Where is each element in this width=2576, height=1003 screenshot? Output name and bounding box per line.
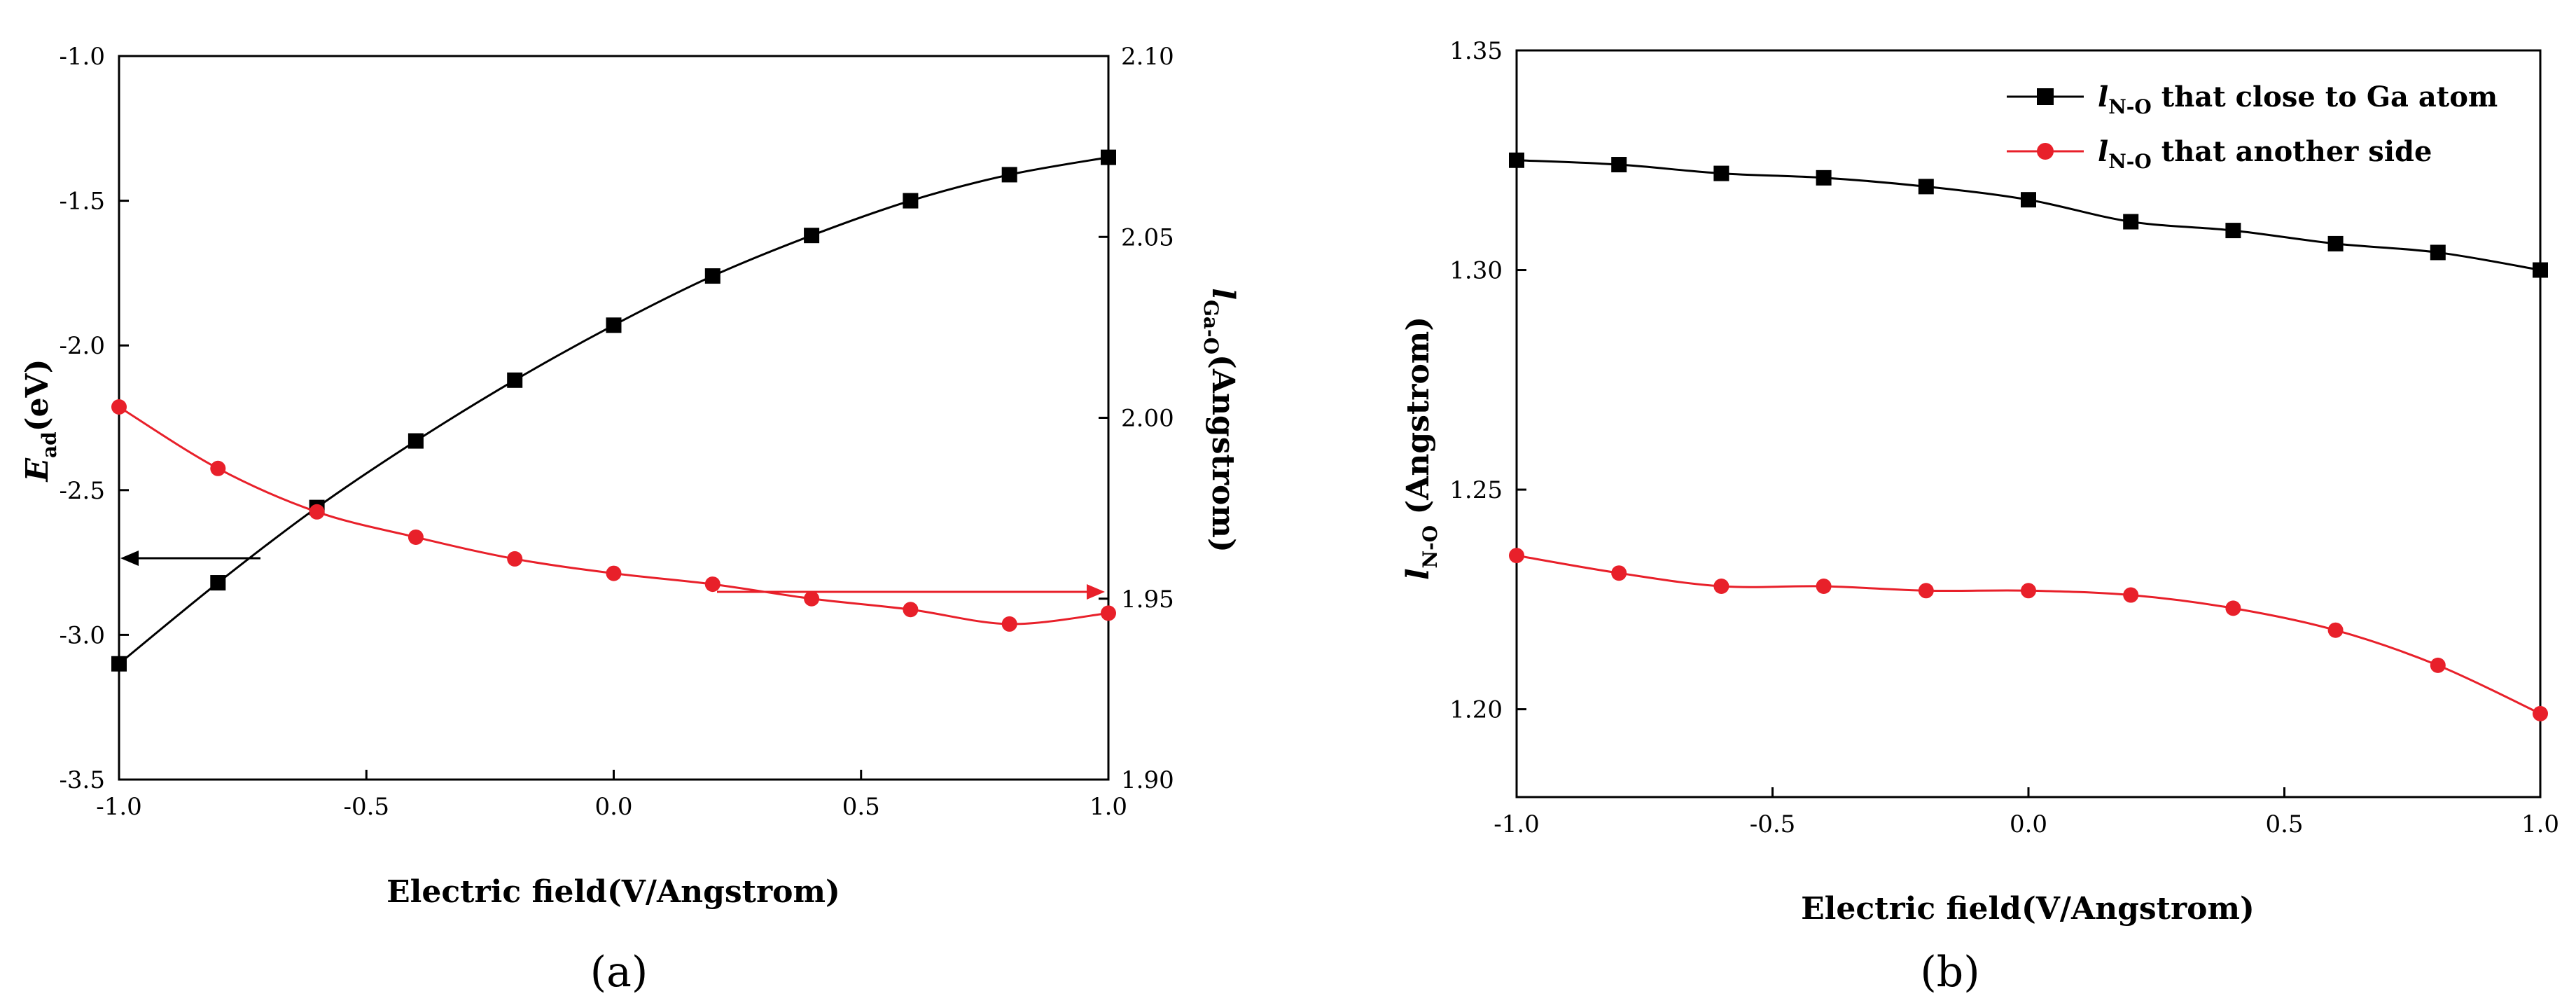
chart-b-series-0-line — [1516, 159, 2541, 272]
chart-a-series-0-point — [507, 372, 523, 388]
chart-a-series-1-point — [111, 399, 127, 415]
panel-label-b: (b) — [1920, 948, 1979, 997]
chart-a-x-tick-label: 1.0 — [1089, 793, 1127, 821]
chart-b-series-0-point — [1611, 157, 1627, 173]
chart-a-y2-tick-label: 2.00 — [1121, 405, 1174, 433]
svg-text:lN-O that close to Ga atom: lN-O that close to Ga atom — [2098, 81, 2498, 118]
legend-item-close-to-ga: lN-O that close to Ga atom — [2007, 81, 2498, 118]
chart-a-series-1-point — [1101, 605, 1116, 621]
chart-b-series-0-point — [2533, 262, 2548, 278]
chart-b-y-tick-label: 1.35 — [1449, 37, 1503, 65]
right-axis-arrow — [717, 584, 1105, 600]
chart-b-series-1-point — [2225, 600, 2241, 616]
chart-a-y-tick-label: -1.0 — [59, 43, 105, 71]
legend-item-another-side: lN-O that another side — [2007, 135, 2432, 173]
chart-a-y-tick-label: -1.5 — [59, 188, 105, 216]
chart-b-series-1-point — [2327, 622, 2344, 638]
chart-a-y-tick-label: -3.0 — [59, 621, 105, 649]
chart-b-x-axis-title: Electric field(V/Angstrom) — [1801, 891, 2255, 927]
chart-a-y-tick-label: -3.5 — [59, 766, 105, 794]
chart-b-x-tick-label: 0.0 — [2010, 810, 2047, 838]
chart-a: -1.0 -0.5 0.0 0.5 1.0 -1.0 -1.5 -2.0 -2.5 -3.0 -3… — [20, 43, 1241, 997]
chart-b-x-tick-label: -1.0 — [1494, 810, 1540, 838]
left-axis-arrow — [120, 551, 260, 566]
chart-b-x-tick-label: 1.0 — [2521, 810, 2559, 838]
chart-a-series-0-point — [903, 193, 919, 209]
svg-text:lN-O that another side: lN-O that another side — [2098, 135, 2432, 173]
chart-b-series-0-point — [1918, 179, 1934, 195]
chart-b-series-1-point — [2123, 587, 2139, 603]
chart-a-y-axis-title: Ead(eV) — [20, 359, 61, 483]
chart-a-series-0-point — [210, 575, 226, 591]
chart-b-y-tick-label: 1.30 — [1449, 257, 1503, 285]
chart-b-series-0-point — [1509, 152, 1524, 168]
chart-b-series-0-point — [2430, 244, 2446, 261]
chart-b-y-tick-label: 1.20 — [1449, 696, 1503, 724]
chart-a-series-1-point — [408, 529, 424, 545]
chart-b: -1.0 -0.5 0.0 0.5 1.0 1.35 1.30 1.25 1.20 lN-O … — [1400, 37, 2559, 997]
chart-b-series-0-point — [1713, 165, 1729, 181]
chart-a-series-1-line — [118, 406, 1109, 625]
chart-a-y-tick-label: -2.5 — [59, 477, 105, 505]
chart-a-frame — [118, 55, 1110, 781]
chart-b-x-tick-label: -0.5 — [1750, 810, 1796, 838]
panel-label-a: (a) — [590, 948, 648, 997]
chart-a-x-tick-label: -0.5 — [343, 793, 389, 821]
chart-a-series-0-point — [1101, 149, 1116, 165]
chart-a-series-1-point — [903, 602, 919, 618]
chart-a-series-1-point — [606, 565, 622, 581]
chart-a-x-tick-label: -1.0 — [96, 793, 142, 821]
chart-a-y2-axis-title: lGa-O(Angstrom) — [1199, 288, 1241, 553]
chart-a-series-0-point — [704, 268, 720, 284]
chart-a-x-axis-title: Electric field(V/Angstrom) — [387, 874, 840, 910]
chart-b-x-tick-label: 0.5 — [2265, 810, 2303, 838]
chart-b-series-1-point — [2430, 657, 2446, 673]
chart-a-y-tick-label: -2.0 — [59, 332, 105, 360]
chart-a-series-1-point — [309, 504, 325, 520]
chart-a-series-0-point — [1001, 167, 1017, 183]
chart-a-series-0-point — [804, 228, 820, 244]
chart-a-x-tick-label: 0.0 — [594, 793, 632, 821]
chart-a-series-1-point — [704, 576, 720, 593]
chart-a-series-0-point — [408, 433, 424, 449]
chart-b-series-0-point — [2123, 214, 2139, 230]
chart-b-series-1-point — [2533, 705, 2548, 721]
chart-b-series-1-point — [1713, 579, 1729, 595]
chart-a-y2-tick-label: 1.95 — [1121, 586, 1174, 614]
chart-b-series-1-point — [1816, 579, 1832, 595]
chart-b-series-1-point — [1509, 548, 1524, 564]
chart-b-y-tick-label: 1.25 — [1449, 476, 1503, 504]
chart-a-y2-tick-label: 2.05 — [1121, 223, 1174, 251]
chart-a-series-0-line — [118, 156, 1109, 665]
chart-a-series-1-point — [507, 551, 523, 567]
chart-b-series-1-line — [1516, 554, 2541, 715]
chart-b-series-1-point — [2021, 583, 2036, 599]
chart-b-series-0-point — [1816, 170, 1832, 186]
chart-b-legend: lN-O that close to Ga atom lN-O that ano… — [2007, 81, 2498, 173]
chart-a-y2-tick-label: 2.10 — [1121, 43, 1174, 71]
chart-b-series-1-point — [1918, 583, 1934, 599]
chart-b-series-0-point — [2327, 235, 2344, 251]
chart-b-y-axis-title: lN-O (Angstrom) — [1400, 317, 1442, 580]
chart-a-y2-tick-label: 1.90 — [1121, 766, 1174, 794]
chart-a-series-0-point — [606, 317, 622, 333]
chart-a-series-1-point — [210, 460, 226, 476]
chart-a-x-tick-label: 0.5 — [842, 793, 880, 821]
chart-b-series-0-point — [2021, 192, 2036, 208]
chart-a-series-0-point — [111, 656, 127, 672]
chart-b-series-0-point — [2225, 223, 2241, 239]
chart-a-series-1-point — [804, 590, 820, 607]
chart-b-series-1-point — [1611, 565, 1627, 581]
chart-a-series-1-point — [1001, 616, 1017, 632]
